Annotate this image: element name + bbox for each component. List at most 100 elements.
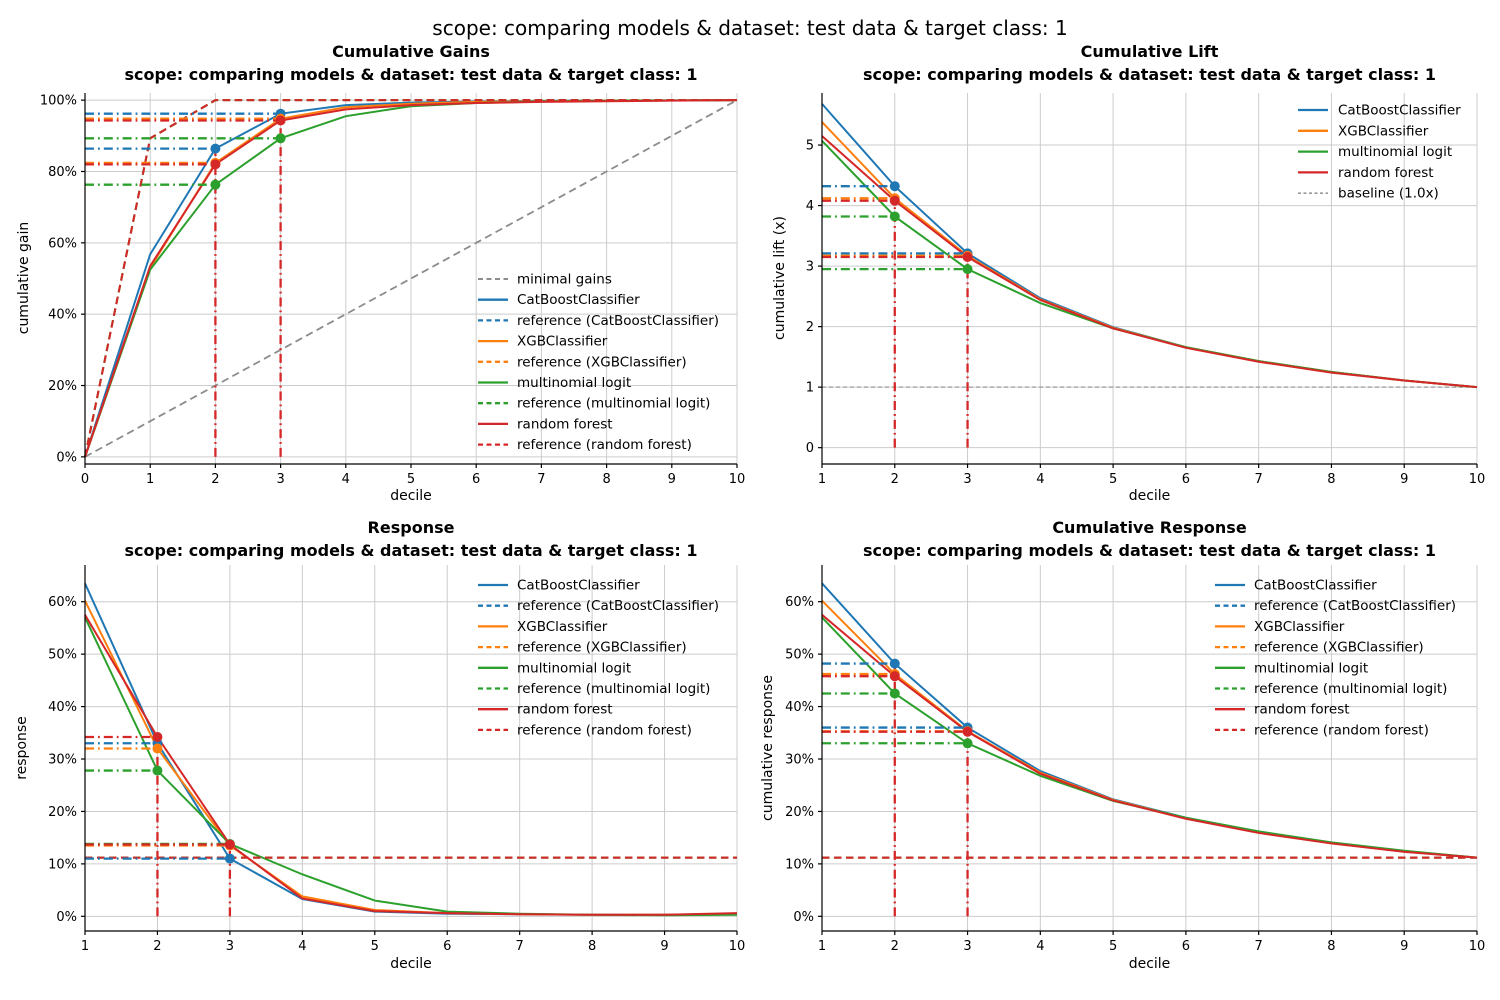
axes: 0 1 2 3 4 5 6 7 8 9 100%20%40%60%80%100% xyxy=(40,93,745,487)
x-tick-label: 5 xyxy=(1109,939,1117,954)
x-tick-label: 3 xyxy=(963,472,971,487)
y-axis-label: cumulative lift (x) xyxy=(772,216,788,340)
chart-subtitle: scope: comparing models & dataset: test … xyxy=(862,541,1437,560)
legend-label: reference (multinomial logit) xyxy=(1254,681,1447,697)
y-tick-label: 5 xyxy=(806,139,814,154)
series-lines xyxy=(84,582,738,917)
y-tick-label: 60% xyxy=(48,236,77,251)
highlight-guides xyxy=(822,185,969,448)
legend-label: reference (CatBoostClassifier) xyxy=(517,313,719,329)
x-tick-label: 10 xyxy=(729,939,746,954)
series-catboostclassifier xyxy=(84,582,738,916)
x-tick-label: 2 xyxy=(211,472,219,487)
y-tick-label: 20% xyxy=(48,379,77,394)
chart-title: Cumulative Lift xyxy=(1080,42,1219,61)
x-tick-label: 8 xyxy=(1327,939,1335,954)
y-tick-label: 40% xyxy=(785,700,814,715)
decile-markers xyxy=(152,731,235,864)
series-lines xyxy=(821,103,1478,389)
y-tick-label: 60% xyxy=(785,595,814,610)
legend-label: XGBClassifier xyxy=(517,619,608,635)
x-tick-label: 9 xyxy=(1400,472,1408,487)
x-tick-label: 6 xyxy=(1182,939,1190,954)
legend-label: multinomial logit xyxy=(1254,660,1368,676)
y-tick-label: 50% xyxy=(785,648,814,663)
x-tick-label: 7 xyxy=(537,472,545,487)
legend-label: CatBoostClassifier xyxy=(1338,103,1461,119)
cumulative-lift-plot: 1 2 3 4 5 6 7 8 9 10 0 1 2 3 4 5 CatBoostClassifier XGBCl… xyxy=(806,93,1485,487)
x-tick-label: 9 xyxy=(660,939,668,954)
x-tick-label: 3 xyxy=(226,939,234,954)
x-tick-label: 0 xyxy=(81,472,89,487)
legend-label: random forest xyxy=(517,416,613,432)
x-tick-label: 10 xyxy=(1469,472,1486,487)
series-multinomial-logit xyxy=(84,617,738,917)
x-tick-label: 9 xyxy=(1400,939,1408,954)
legend-label: multinomial logit xyxy=(517,375,631,391)
legend-label: XGBClassifier xyxy=(1338,123,1429,139)
x-tick-label: 2 xyxy=(153,939,161,954)
y-tick-label: 60% xyxy=(48,595,77,610)
cumulative-gains-svg: 0 1 2 3 4 5 6 7 8 9 100%20%40%60%80%100%minimal ga… xyxy=(40,93,745,487)
gridlines xyxy=(821,565,1478,931)
response-svg: 1 2 3 4 5 6 7 8 9 10 0% 10% 20% 30% 40% 50% 60% CatBoostC… xyxy=(48,565,745,954)
cumulative-response-plot: 1 2 3 4 5 6 7 8 9 10 0% 10% 20% 30% 40% 50% 60% CatBoostC… xyxy=(785,565,1485,954)
legend: CatBoostClassifier XGBClassifier multinomi… xyxy=(1298,103,1461,202)
legend-label: baseline (1.0x) xyxy=(1338,186,1439,202)
decile-markers xyxy=(889,658,973,749)
legend-label: reference (random forest) xyxy=(1254,722,1429,738)
x-tick-label: 1 xyxy=(146,472,154,487)
series-catboostclassifier xyxy=(821,582,1478,859)
x-tick-label: 3 xyxy=(963,939,971,954)
legend-label: XGBClassifier xyxy=(1254,619,1345,635)
x-tick-label: 10 xyxy=(1469,939,1486,954)
chart-subtitle: scope: comparing models & dataset: test … xyxy=(124,541,698,560)
highlight-guides xyxy=(85,112,282,457)
legend-label: multinomial logit xyxy=(517,660,631,676)
decile-markers xyxy=(889,181,973,275)
x-tick-label: 10 xyxy=(729,472,746,487)
x-tick-label: 5 xyxy=(371,939,379,954)
legend-label: CatBoostClassifier xyxy=(517,578,640,594)
cumulative-response-svg: 1 2 3 4 5 6 7 8 9 10 0% 10% 20% 30% 40% 50% 60% CatBoostC… xyxy=(785,565,1485,954)
x-tick-label: 4 xyxy=(1036,472,1044,487)
y-tick-label: 10% xyxy=(48,857,77,872)
chart-title: Cumulative Gains xyxy=(332,42,490,61)
legend-label: reference (CatBoostClassifier) xyxy=(1254,598,1456,614)
series-random-forest xyxy=(821,135,1478,389)
x-tick-label: 3 xyxy=(276,472,284,487)
chart-title: Cumulative Response xyxy=(1052,518,1247,537)
highlight-guides xyxy=(822,662,969,917)
series-xgbclassifier xyxy=(821,121,1478,389)
legend: CatBoostClassifier reference (CatBoostCla… xyxy=(1215,578,1456,738)
x-tick-label: 4 xyxy=(1036,939,1044,954)
gridlines xyxy=(84,93,738,464)
legend-label: reference (XGBClassifier) xyxy=(517,640,687,656)
series-random-forest xyxy=(84,614,738,916)
legend-label: CatBoostClassifier xyxy=(1254,578,1377,594)
x-axis-label: decile xyxy=(1128,956,1171,972)
legend-label: reference (multinomial logit) xyxy=(517,681,710,697)
x-tick-label: 9 xyxy=(668,472,676,487)
x-tick-label: 5 xyxy=(407,472,415,487)
legend-label: random forest xyxy=(517,702,613,718)
y-axis-label: response xyxy=(14,716,30,780)
x-tick-label: 1 xyxy=(818,939,826,954)
legend: CatBoostClassifier reference (CatBoostCla… xyxy=(478,578,719,738)
y-tick-label: 0% xyxy=(56,450,77,465)
y-axis-label: cumulative gain xyxy=(16,221,32,335)
y-tick-label: 2 xyxy=(806,320,814,335)
x-tick-label: 8 xyxy=(1327,472,1335,487)
x-tick-label: 2 xyxy=(891,472,899,487)
legend: minimal gains CatBoostClassifier reference… xyxy=(478,272,719,453)
axes: 1 2 3 4 5 6 7 8 9 10 0% 10% 20% 30% 40% 50% 60% xyxy=(785,565,1485,954)
chart-subtitle: scope: comparing models & dataset: test … xyxy=(862,65,1437,84)
y-tick-label: 40% xyxy=(48,700,77,715)
legend-label: reference (CatBoostClassifier) xyxy=(517,598,719,614)
legend-label: XGBClassifier xyxy=(517,334,608,350)
figure-title: scope: comparing models & dataset: test … xyxy=(432,16,1068,40)
y-tick-label: 30% xyxy=(785,753,814,768)
y-tick-label: 40% xyxy=(48,308,77,323)
y-tick-label: 80% xyxy=(48,165,77,180)
